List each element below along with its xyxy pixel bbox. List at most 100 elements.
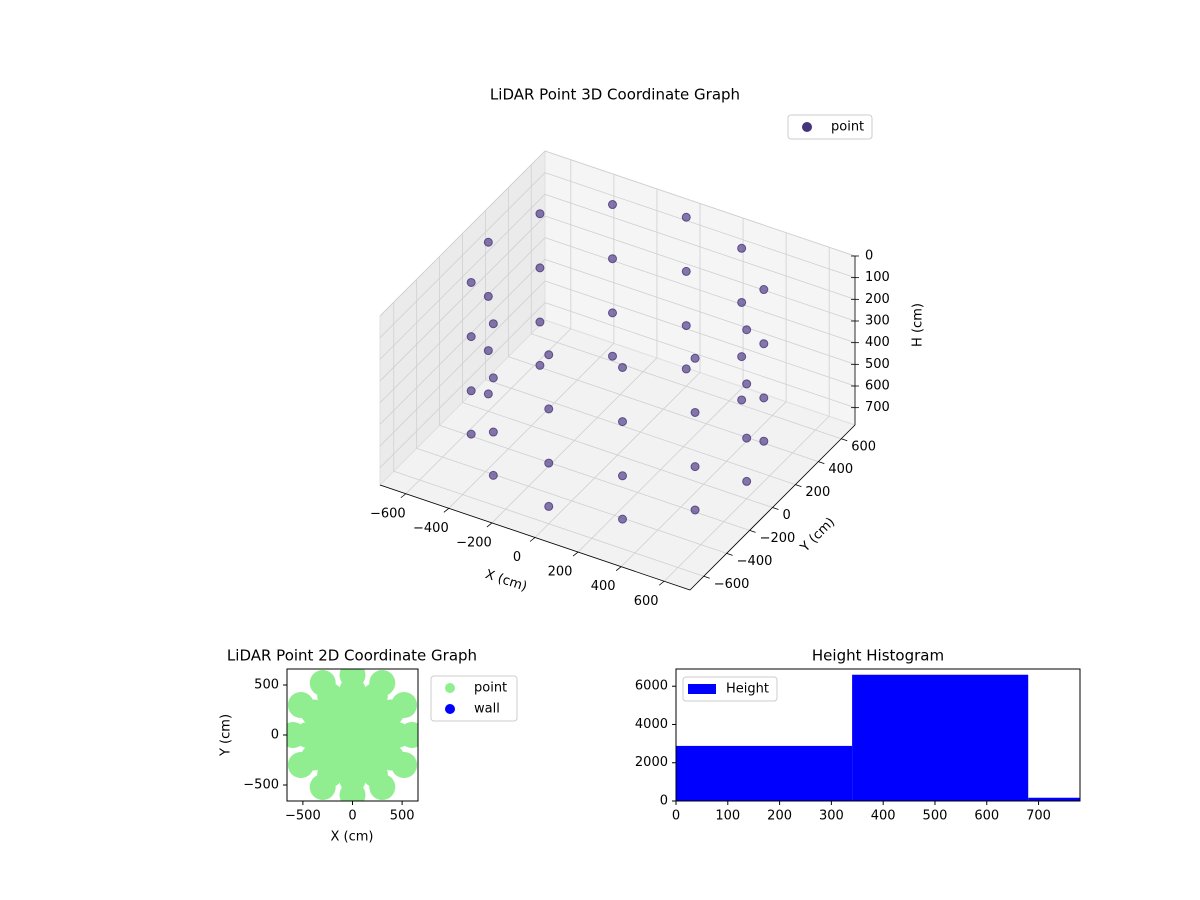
point bbox=[742, 325, 752, 335]
x-tick-label: −400 bbox=[413, 521, 449, 536]
point bbox=[759, 339, 769, 349]
grid-line bbox=[544, 258, 856, 365]
x-tick-label: 600 bbox=[634, 594, 659, 609]
y-tick-label: −500 bbox=[243, 778, 279, 793]
tick-mark bbox=[841, 438, 848, 442]
point bbox=[544, 350, 554, 360]
point bbox=[737, 297, 747, 307]
point bbox=[544, 501, 554, 511]
point bbox=[618, 514, 627, 524]
tick-mark bbox=[486, 522, 493, 528]
point bbox=[466, 386, 476, 396]
x-tick-label: 0 bbox=[513, 550, 521, 565]
y-tick-label: 2000 bbox=[635, 755, 668, 770]
point bbox=[339, 722, 366, 748]
grid-line bbox=[544, 237, 856, 344]
legend-label: wall bbox=[474, 702, 500, 717]
x-tick-label: 600 bbox=[974, 809, 999, 824]
point bbox=[535, 209, 545, 219]
point bbox=[466, 332, 476, 342]
bar bbox=[1028, 797, 1080, 801]
x-tick-label: 0 bbox=[672, 809, 680, 824]
x-tick-label: −500 bbox=[285, 809, 321, 824]
tick-mark bbox=[615, 566, 622, 571]
point bbox=[466, 429, 476, 439]
point bbox=[681, 321, 691, 331]
point bbox=[608, 254, 617, 264]
x-tick-label: −200 bbox=[456, 535, 492, 550]
tick-mark bbox=[703, 575, 710, 579]
point bbox=[483, 237, 493, 247]
tick-mark bbox=[572, 551, 579, 557]
y-tick-label: 0 bbox=[660, 794, 668, 809]
point bbox=[759, 393, 769, 403]
point bbox=[544, 458, 554, 468]
y-tick-label: −400 bbox=[737, 554, 773, 569]
point bbox=[759, 285, 769, 295]
point bbox=[483, 291, 493, 301]
chart-title: Height Histogram bbox=[812, 647, 944, 665]
legend-label: point bbox=[831, 120, 864, 135]
point bbox=[690, 505, 700, 515]
point bbox=[681, 212, 691, 222]
legend-box bbox=[682, 676, 778, 702]
grid-line bbox=[416, 447, 727, 554]
legend-marker bbox=[445, 683, 455, 693]
y-tick-label: 0 bbox=[271, 728, 279, 743]
tick-mark bbox=[658, 580, 665, 586]
z-tick-label: 500 bbox=[865, 357, 890, 372]
bar bbox=[676, 745, 853, 801]
grid-line bbox=[531, 333, 842, 440]
point bbox=[742, 433, 752, 443]
point bbox=[488, 470, 498, 480]
point bbox=[737, 395, 747, 405]
y-axis-line bbox=[689, 424, 856, 591]
point bbox=[759, 436, 769, 446]
y-axis-label: Y (cm) bbox=[797, 515, 838, 556]
axes-frame bbox=[675, 668, 1081, 802]
z-tick-label: 700 bbox=[865, 400, 890, 415]
point bbox=[618, 471, 627, 481]
y-tick-label: 600 bbox=[851, 439, 876, 454]
grid-line bbox=[379, 259, 546, 425]
point bbox=[488, 427, 498, 437]
x-tick-label: 400 bbox=[871, 809, 896, 824]
grid-line bbox=[393, 470, 704, 577]
point bbox=[737, 243, 747, 253]
chart-title: LiDAR Point 2D Coordinate Graph bbox=[227, 647, 477, 665]
tick-mark bbox=[529, 537, 536, 542]
x-tick-label: 500 bbox=[390, 809, 415, 824]
x-tick-label: 0 bbox=[348, 809, 356, 824]
y-tick-label: 400 bbox=[828, 462, 853, 477]
x-axis-label: X (cm) bbox=[331, 830, 374, 845]
y-axis-label: Y (cm) bbox=[219, 714, 234, 757]
z-tick-label: 600 bbox=[865, 379, 890, 394]
point bbox=[608, 351, 617, 361]
grid-line bbox=[379, 237, 546, 403]
x-tick-label: 200 bbox=[767, 809, 792, 824]
y-tick-label: −600 bbox=[714, 577, 750, 592]
tick-mark bbox=[726, 552, 733, 556]
grid-line bbox=[544, 302, 856, 409]
tick-mark bbox=[749, 530, 756, 533]
grid-line bbox=[544, 280, 856, 387]
point bbox=[681, 364, 691, 374]
point bbox=[535, 360, 545, 370]
point bbox=[618, 362, 627, 372]
legend-label: point bbox=[474, 681, 507, 696]
point bbox=[742, 476, 752, 486]
point bbox=[690, 407, 700, 417]
y-tick-label: 200 bbox=[805, 485, 830, 500]
point bbox=[483, 346, 493, 356]
point bbox=[488, 319, 498, 329]
grid-line bbox=[379, 280, 546, 447]
y-tick-label: 500 bbox=[254, 678, 279, 693]
point bbox=[608, 308, 617, 318]
point bbox=[544, 404, 554, 414]
grid-line bbox=[544, 215, 856, 322]
point bbox=[483, 389, 493, 399]
grid-line bbox=[379, 302, 546, 468]
point bbox=[618, 417, 627, 427]
z-tick-label: 400 bbox=[865, 335, 890, 350]
